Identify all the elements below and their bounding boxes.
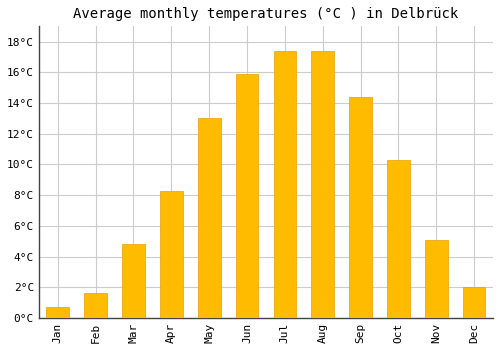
Bar [160,190,182,318]
Bar [198,118,220,318]
Bar [463,287,485,318]
Bar [425,240,448,318]
Bar [46,307,69,318]
Bar [84,293,107,318]
Title: Average monthly temperatures (°C ) in Delbrück: Average monthly temperatures (°C ) in De… [74,7,458,21]
Bar [387,160,410,318]
Bar [236,74,258,318]
Bar [312,51,334,318]
Bar [349,97,372,318]
Bar [122,244,145,318]
Bar [274,51,296,318]
